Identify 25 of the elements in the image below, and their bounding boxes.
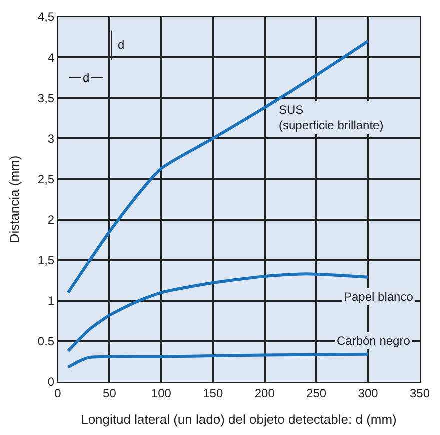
y-tick-label: 0 [48, 375, 55, 390]
x-tick-label: 350 [410, 386, 430, 400]
y-tick-label: 0.5 [38, 334, 55, 349]
line-series [66, 352, 370, 369]
y-tick-label: 2 [48, 212, 55, 227]
y-axis-title: Distancia (mm) [6, 156, 22, 244]
y-tick-label: 4 [48, 50, 55, 65]
annotation: d [118, 38, 125, 52]
series-label: SUS (superficie brillante) [279, 103, 384, 133]
y-tick-label: 2,5 [38, 172, 55, 186]
y-tick-label: 4,5 [38, 10, 55, 24]
x-tick-label: 150 [203, 386, 224, 400]
annotation: d [83, 71, 90, 85]
y-tick-label: 1 [48, 294, 55, 308]
x-tick-label: 100 [151, 386, 172, 400]
series-label: Papel blanco [344, 290, 414, 304]
series-label: Carbón negro [337, 334, 411, 348]
x-tick-label: 200 [254, 386, 276, 400]
y-tick-label: 1,5 [38, 254, 55, 268]
x-tick-label: 300 [358, 386, 379, 400]
x-tick-label: 250 [306, 386, 327, 400]
y-tick-label: 3 [48, 132, 55, 146]
x-tick-label: 50 [103, 386, 117, 400]
y-tick-label: 3,5 [38, 91, 55, 106]
x-axis-title: Longitud lateral (un lado) del objeto detectable: d (mm) [81, 412, 397, 427]
